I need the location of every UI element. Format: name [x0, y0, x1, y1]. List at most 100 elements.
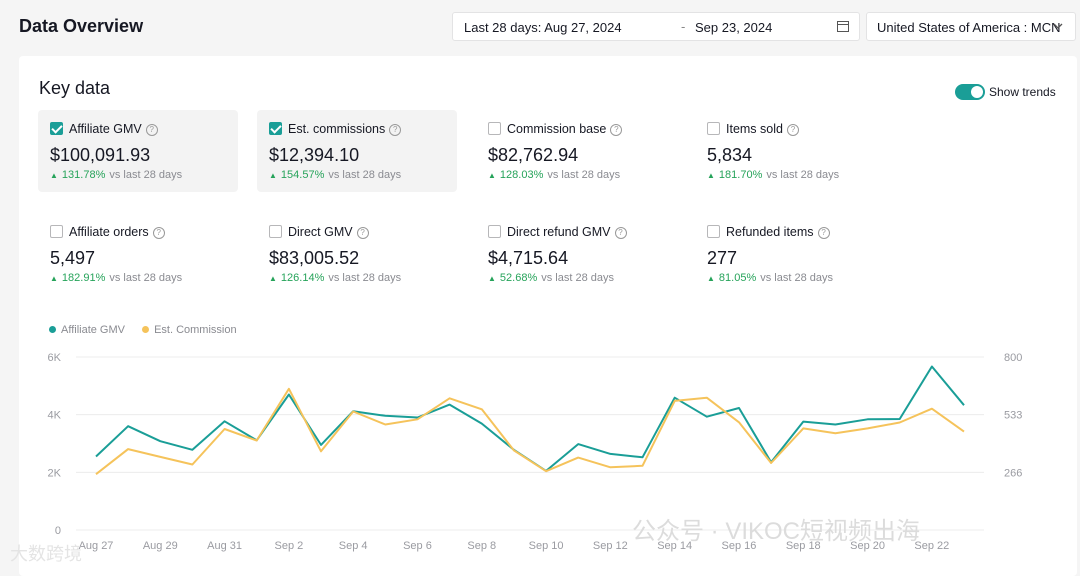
series-line-affiliate-gmv: [95, 365, 965, 472]
metric-label: Direct refund GMV?: [507, 225, 627, 239]
y-right-tick-label: 800: [1004, 352, 1022, 364]
metric-value: $100,091.93: [50, 145, 151, 165]
arrow-up-icon: ▲: [50, 274, 58, 283]
metric-checkbox[interactable]: [707, 225, 720, 238]
arrow-up-icon: ▲: [488, 171, 496, 180]
help-icon[interactable]: ?: [786, 124, 799, 136]
x-tick-label: Sep 18: [786, 540, 821, 552]
legend-dot-icon: [142, 326, 150, 333]
metric-value: $12,394.10: [269, 145, 360, 165]
metric-checkbox[interactable]: [269, 225, 282, 238]
metric-value: 5,834: [707, 145, 753, 165]
metric-checkbox[interactable]: [707, 122, 720, 135]
metric-checkbox[interactable]: [488, 122, 501, 135]
metric-change: ▲ 81.05% vs last 28 days: [707, 272, 833, 284]
date-separator: -: [681, 19, 686, 34]
x-tick-label: Sep 2: [275, 540, 304, 552]
chart-legend: Affiliate GMV Est. Commission: [49, 324, 251, 336]
metric-tile[interactable]: Direct refund GMV? $4,715.64 ▲ 52.68% vs las…: [476, 213, 676, 295]
metric-checkbox[interactable]: [488, 225, 501, 238]
x-tick-label: Sep 14: [657, 540, 692, 552]
help-icon[interactable]: ?: [610, 124, 623, 136]
metric-tile[interactable]: Items sold? 5,834 ▲ 181.70% vs last 28 days: [695, 110, 895, 192]
metric-value: 277: [707, 248, 738, 268]
metric-label: Affiliate GMV?: [69, 122, 158, 136]
metric-change: ▲ 128.03% vs last 28 days: [488, 169, 621, 181]
y-right-tick-label: 533: [1004, 410, 1022, 422]
y-right-tick-label: 266: [1004, 467, 1022, 479]
metric-tile[interactable]: Commission base? $82,762.94 ▲ 128.03% vs las…: [476, 110, 676, 192]
legend-label: Est. Commission: [154, 324, 237, 336]
x-tick-label: Sep 20: [850, 540, 885, 552]
y-left-tick-label: 4K: [48, 410, 62, 422]
metric-change: ▲ 154.57% vs last 28 days: [269, 169, 402, 181]
metric-tile[interactable]: Direct GMV? $83,005.52 ▲ 126.14% vs last 28 …: [257, 213, 457, 295]
metric-label: Items sold?: [726, 122, 799, 136]
arrow-up-icon: ▲: [488, 274, 496, 283]
help-icon[interactable]: ?: [614, 227, 627, 239]
metric-checkbox[interactable]: [50, 122, 63, 135]
region-value: United States of America : MCN: [877, 20, 1061, 35]
metric-tile[interactable]: Affiliate GMV? $100,091.93 ▲ 131.78% vs last…: [38, 110, 238, 192]
watermark-text: 公众号 · VIKOC短视频出海: [632, 518, 921, 545]
page-title: Data Overview: [19, 16, 144, 36]
y-left-tick-label: 2K: [48, 467, 62, 479]
x-tick-label: Sep 10: [529, 540, 564, 552]
legend-label: Affiliate GMV: [61, 324, 125, 336]
date-range-picker[interactable]: Last 28 days: Aug 27, 2024 - Sep 23, 202…: [452, 12, 860, 41]
legend-item-est-commission[interactable]: Est. Commission: [142, 324, 237, 336]
metric-tile[interactable]: Refunded items? 277 ▲ 81.05% vs last 28 days: [695, 213, 895, 295]
x-tick-label: Sep 8: [467, 540, 496, 552]
trend-chart: 0 2K 4K 6K 266 533 800 Aug 27 Aug 29 Aug 31 Sep 2 S…: [48, 352, 1023, 552]
help-icon[interactable]: ?: [817, 227, 830, 239]
key-data-card: Key data Show trends Affiliate GMV? $100,…: [19, 56, 1077, 576]
metric-label: Commission base?: [507, 122, 623, 136]
arrow-up-icon: ▲: [269, 171, 277, 180]
series-line-est-commission: [95, 387, 965, 475]
region-select[interactable]: United States of America : MCN: [866, 12, 1076, 41]
help-icon[interactable]: ?: [152, 227, 165, 239]
legend-item-affiliate-gmv[interactable]: Affiliate GMV: [49, 324, 125, 336]
metric-change: ▲ 131.78% vs last 28 days: [50, 169, 183, 181]
watermark-logo-text: 大数跨境: [10, 544, 82, 564]
y-left-tick-label: 0: [55, 525, 61, 537]
metric-change: ▲ 181.70% vs last 28 days: [707, 169, 840, 181]
help-icon[interactable]: ?: [145, 124, 158, 136]
help-icon[interactable]: ?: [389, 124, 402, 136]
metric-value: $82,762.94: [488, 145, 579, 165]
x-tick-label: Sep 12: [593, 540, 628, 552]
date-start[interactable]: Last 28 days: Aug 27, 2024: [464, 20, 622, 35]
show-trends-toggle[interactable]: [955, 84, 985, 100]
legend-dot-icon: [49, 326, 56, 333]
metric-value: $4,715.64: [488, 248, 569, 268]
metric-label: Est. commissions?: [288, 122, 402, 136]
metric-checkbox[interactable]: [269, 122, 282, 135]
metric-change: ▲ 126.14% vs last 28 days: [269, 272, 402, 284]
arrow-up-icon: ▲: [707, 171, 715, 180]
metric-change: ▲ 52.68% vs last 28 days: [488, 272, 614, 284]
key-data-title: Key data: [39, 78, 111, 98]
metric-label: Refunded items?: [726, 225, 830, 239]
metric-tile[interactable]: Est. commissions? $12,394.10 ▲ 154.57% vs la…: [257, 110, 457, 192]
metric-checkbox[interactable]: [50, 225, 63, 238]
chevron-down-icon: [1053, 23, 1063, 29]
metric-change: ▲ 182.91% vs last 28 days: [50, 272, 183, 284]
x-tick-label: Sep 6: [403, 540, 432, 552]
x-tick-label: Sep 16: [722, 540, 757, 552]
x-tick-label: Aug 27: [79, 540, 114, 552]
x-tick-label: Aug 31: [207, 540, 242, 552]
date-end[interactable]: Sep 23, 2024: [695, 20, 773, 35]
x-tick-label: Sep 4: [339, 540, 368, 552]
arrow-up-icon: ▲: [50, 171, 58, 180]
x-tick-label: Sep 22: [914, 540, 949, 552]
arrow-up-icon: ▲: [269, 274, 277, 283]
show-trends-label: Show trends: [989, 85, 1056, 99]
metric-value: 5,497: [50, 248, 96, 268]
metric-tile[interactable]: Affiliate orders? 5,497 ▲ 182.91% vs last 28…: [38, 213, 238, 295]
y-left-tick-label: 6K: [48, 352, 62, 364]
metric-value: $83,005.52: [269, 248, 360, 268]
calendar-icon[interactable]: [837, 20, 849, 32]
x-tick-label: Aug 29: [143, 540, 178, 552]
metric-label: Affiliate orders?: [69, 225, 165, 239]
help-icon[interactable]: ?: [356, 227, 369, 239]
